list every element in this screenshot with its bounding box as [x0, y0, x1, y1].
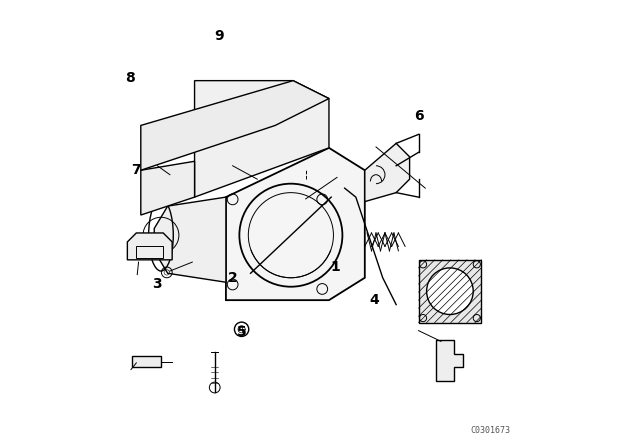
Polygon shape [132, 356, 161, 367]
Polygon shape [365, 143, 410, 202]
Text: 6: 6 [413, 109, 424, 124]
Polygon shape [141, 161, 195, 215]
Polygon shape [141, 81, 329, 170]
Text: 9: 9 [214, 29, 224, 43]
Circle shape [427, 268, 473, 314]
Text: C0301673: C0301673 [470, 426, 510, 435]
Polygon shape [195, 81, 329, 197]
Text: 2: 2 [228, 271, 237, 285]
Polygon shape [436, 340, 463, 381]
Polygon shape [419, 260, 481, 323]
Text: 1: 1 [331, 259, 340, 274]
Text: 7: 7 [131, 163, 141, 177]
Polygon shape [127, 233, 172, 260]
Polygon shape [154, 197, 226, 282]
Polygon shape [226, 148, 365, 300]
Text: 3: 3 [152, 277, 161, 292]
Text: 8: 8 [125, 71, 134, 86]
Bar [136, 246, 163, 258]
Text: 4: 4 [369, 293, 379, 307]
Text: 5: 5 [237, 324, 246, 339]
